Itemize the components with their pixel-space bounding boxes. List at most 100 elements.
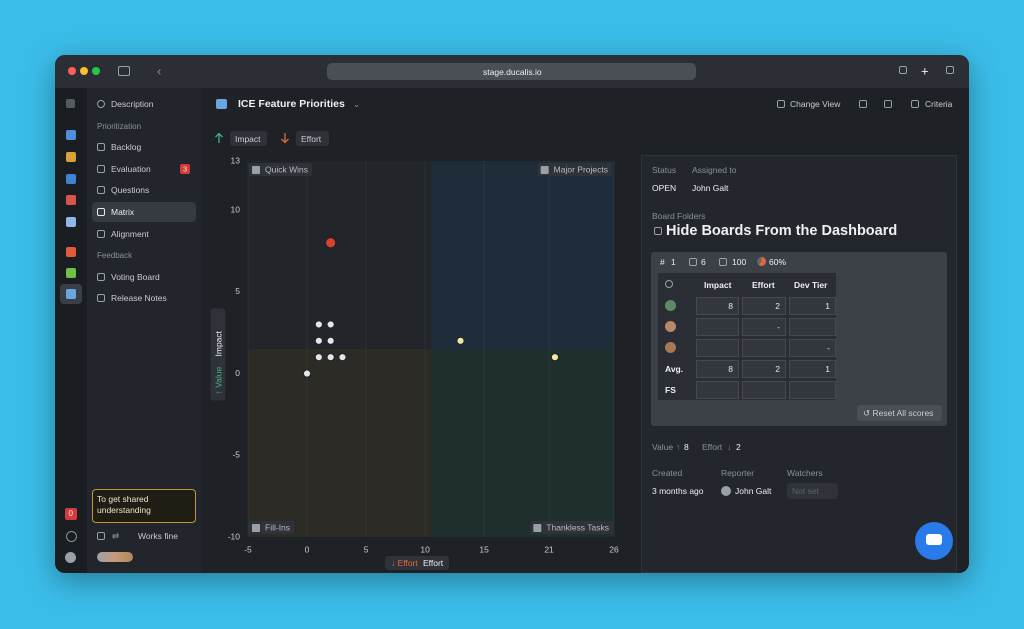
- rail-icon[interactable]: [66, 247, 76, 257]
- x-tick-label: 10: [420, 544, 430, 554]
- score-cell[interactable]: -: [789, 339, 836, 357]
- assignee[interactable]: John Galt: [692, 182, 729, 193]
- rail-badge: [65, 508, 77, 520]
- icon: [97, 186, 105, 194]
- nav-item[interactable]: Questions: [111, 184, 150, 195]
- reset-button[interactable]: [857, 405, 942, 421]
- score-cell[interactable]: 2: [742, 297, 786, 315]
- back-button[interactable]: ‹: [157, 63, 162, 79]
- icon: [97, 294, 105, 302]
- nav-item[interactable]: Matrix: [111, 206, 135, 217]
- quadrant: [248, 161, 431, 349]
- quadrant-label-bg: [249, 163, 312, 176]
- logo[interactable]: [65, 552, 76, 563]
- nav-item[interactable]: Evaluation: [111, 163, 151, 174]
- empty-cell[interactable]: [742, 381, 786, 399]
- filter-label: Effort: [301, 133, 322, 144]
- rail-icon[interactable]: [66, 130, 76, 140]
- y-tick-label: 13: [231, 155, 241, 165]
- rail-icon[interactable]: [66, 195, 76, 205]
- nav-item[interactable]: Voting Board: [111, 271, 160, 282]
- empty-cell[interactable]: [696, 381, 739, 399]
- reset-text: Reset All scores: [872, 407, 934, 418]
- icon: [911, 100, 919, 108]
- point: [551, 353, 559, 362]
- y-tick-label: -5: [232, 450, 240, 460]
- score-cell[interactable]: [696, 339, 739, 357]
- score-table: [658, 273, 836, 400]
- stat: 6: [701, 256, 706, 267]
- share-icon[interactable]: [899, 66, 907, 74]
- watchers-dropdown[interactable]: [787, 483, 838, 499]
- label: Status: [652, 164, 677, 175]
- stat: 100: [732, 256, 747, 267]
- nav-item[interactable]: Description: [111, 98, 154, 109]
- rail: [55, 88, 87, 573]
- status: Works fine: [138, 530, 178, 541]
- y-tick-label: 5: [235, 286, 240, 296]
- url-bar[interactable]: [327, 63, 696, 80]
- help-icon[interactable]: [66, 531, 77, 542]
- label: Watchers: [787, 467, 823, 478]
- point: [338, 353, 347, 362]
- watchers: Not set: [792, 485, 819, 496]
- rail-icon[interactable]: [66, 289, 76, 299]
- up-arrow: [215, 132, 223, 143]
- nav-item[interactable]: Alignment: [111, 228, 149, 239]
- rail-icon[interactable]: [66, 152, 76, 162]
- icon: [97, 165, 105, 173]
- avatars: [97, 552, 133, 562]
- nav-item[interactable]: Backlog: [111, 141, 142, 152]
- minimize-button[interactable]: [80, 67, 88, 75]
- score-cell[interactable]: 1: [789, 360, 836, 378]
- status[interactable]: OPEN: [652, 182, 677, 193]
- filter-chip[interactable]: [230, 131, 267, 146]
- chevron[interactable]: ⌄: [353, 98, 361, 109]
- label: Reporter: [721, 467, 755, 478]
- point: [326, 336, 335, 345]
- rail-icon[interactable]: [66, 268, 76, 278]
- quadrant-label: Fill-Ins: [265, 522, 290, 532]
- row-label: Avg.: [665, 363, 684, 374]
- created: 3 months ago: [652, 485, 704, 496]
- arrow: ↓: [727, 441, 732, 452]
- point: [456, 336, 465, 345]
- score-cell[interactable]: 1: [789, 297, 836, 315]
- export-icon[interactable]: [884, 100, 892, 108]
- criteria[interactable]: Criteria: [925, 98, 953, 109]
- sidebar-toggle[interactable]: [118, 66, 130, 76]
- score-cell[interactable]: -: [742, 318, 786, 336]
- rail-icon[interactable]: [66, 217, 76, 227]
- score-cell[interactable]: 2: [742, 360, 786, 378]
- score-cell[interactable]: [742, 339, 786, 357]
- quadrant-icon: [252, 524, 260, 532]
- id-prefix: #: [660, 256, 665, 267]
- change-view[interactable]: Change View: [790, 98, 841, 109]
- empty-cell[interactable]: [789, 381, 836, 399]
- tabs-icon[interactable]: [946, 66, 954, 74]
- score-cell[interactable]: 8: [696, 360, 739, 378]
- avatar: [665, 342, 676, 353]
- label: Board Folders: [652, 210, 706, 221]
- point: [314, 353, 323, 362]
- close-button[interactable]: [68, 67, 76, 75]
- x-tick-label: 5: [364, 544, 369, 554]
- quadrant: [431, 161, 614, 349]
- filter-chip[interactable]: [296, 131, 329, 146]
- quadrant-label: Thankless Tasks: [546, 522, 609, 532]
- rail-icon[interactable]: [66, 174, 76, 184]
- score-cell[interactable]: [789, 318, 836, 336]
- id: 1: [671, 256, 676, 267]
- rail-icon[interactable]: [66, 99, 75, 108]
- icon: [97, 100, 105, 108]
- score-cell[interactable]: [696, 318, 739, 336]
- zoom-button[interactable]: [92, 67, 100, 75]
- new-tab[interactable]: +: [921, 63, 929, 79]
- share-icon[interactable]: [859, 100, 867, 108]
- score-cell[interactable]: 8: [696, 297, 739, 315]
- point: [314, 336, 323, 345]
- settings-icon[interactable]: [665, 280, 673, 288]
- board-title: ICE Feature Priorities: [238, 97, 345, 110]
- nav-item[interactable]: Release Notes: [111, 292, 167, 303]
- x-tick-label: 0: [305, 544, 310, 554]
